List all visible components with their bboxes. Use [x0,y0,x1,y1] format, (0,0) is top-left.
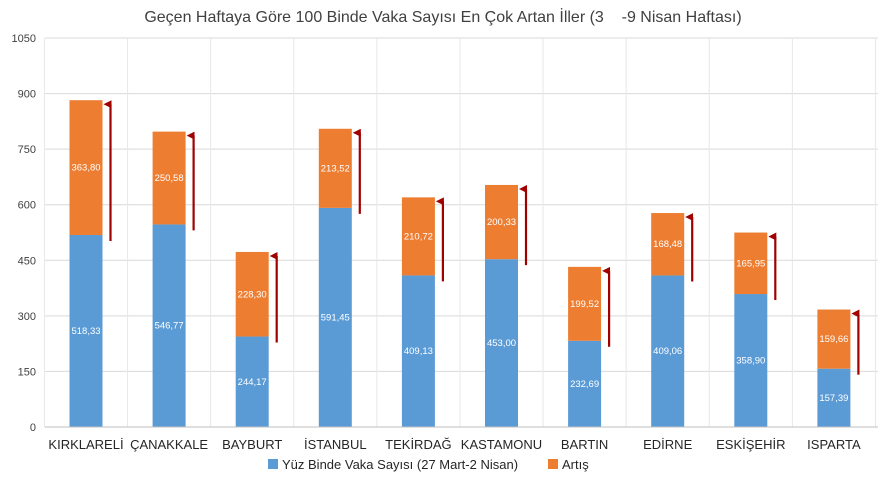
bar-base [734,294,768,427]
bar-increase [235,251,269,337]
bar-increase [568,266,602,341]
bar-base [318,207,352,427]
x-tick-label: ISPARTA [807,437,861,452]
chart-title: Geçen Haftaya Göre 100 Binde Vaka Sayısı… [144,7,741,26]
data-label-base: 409,13 [404,346,433,357]
bars: 518,33 363,80 546,77 250,58 244,17 228,30 591,… [69,100,851,427]
data-label-base: 409,06 [653,346,682,357]
data-label-base: 232,69 [570,379,599,390]
y-tick-label: 1050 [12,33,36,45]
x-tick-label: BAYBURT [222,437,282,452]
bar-increase [69,100,103,235]
data-label-base: 518,33 [71,326,100,337]
bar-base [485,259,518,427]
legend-swatch-base [268,459,278,469]
x-tick-label: KASTAMONU [461,437,542,452]
bar-base [69,234,103,427]
data-label-base: 157,39 [819,393,848,404]
data-label-increase: 165,95 [736,258,765,269]
y-tick-label: 300 [18,311,36,323]
bar-base [401,275,435,427]
bar-increase [651,213,685,276]
y-tick-label: 450 [18,255,36,267]
legend: Yüz Binde Vaka Sayısı (27 Mart-2 Nisan) … [268,457,589,472]
increase-arrows [103,100,860,375]
data-label-increase: 200,33 [487,217,516,228]
data-label-increase: 363,80 [71,163,100,174]
data-label-increase: 168,48 [653,239,682,250]
data-label-base: 546,77 [155,321,184,332]
y-tick-label: 150 [18,366,36,378]
bar-increase [485,184,518,260]
x-tick-label: TEKİRDAĞ [385,437,451,452]
legend-label-increase: Artış [562,457,589,472]
data-label-increase: 213,52 [321,163,350,174]
bar-base [817,368,851,427]
bar-increase [817,309,851,369]
data-label-increase: 199,52 [570,299,599,310]
x-tick-label: ÇANAKKALE [130,437,208,452]
x-tick-label: ESKİŞEHİR [716,437,785,452]
bar-increase [318,128,352,208]
bar-base [568,340,602,427]
y-axis: 0 150 300 450 600 750 900 1050 [12,33,36,434]
x-tick-label: BARTIN [561,437,608,452]
legend-swatch-increase [548,459,558,469]
y-tick-label: 600 [18,200,36,212]
data-label-base: 358,90 [736,356,765,367]
data-label-increase: 228,30 [238,289,267,300]
bar-increase [401,197,435,276]
bar-base [152,224,186,427]
bar-base [651,275,685,427]
y-tick-label: 750 [18,144,36,156]
x-tick-label: İSTANBUL [304,437,367,452]
data-label-base: 453,00 [487,338,516,349]
data-label-increase: 210,72 [404,231,433,242]
bar-base [235,336,269,427]
legend-label-base: Yüz Binde Vaka Sayısı (27 Mart-2 Nisan) [282,457,518,472]
x-tick-label: EDİRNE [643,437,692,452]
x-tick-label: KIRKLARELİ [48,437,123,452]
x-axis: KIRKLARELİ ÇANAKKALE BAYBURT İSTANBUL TEKİRD… [45,426,878,452]
data-label-increase: 250,58 [155,173,184,184]
bar-increase [152,131,186,225]
bar-increase [734,232,768,295]
data-label-increase: 159,66 [819,334,848,345]
y-tick-label: 0 [30,422,36,434]
data-label-base: 591,45 [321,312,350,323]
y-tick-label: 900 [18,89,36,101]
data-label-base: 244,17 [238,377,267,388]
